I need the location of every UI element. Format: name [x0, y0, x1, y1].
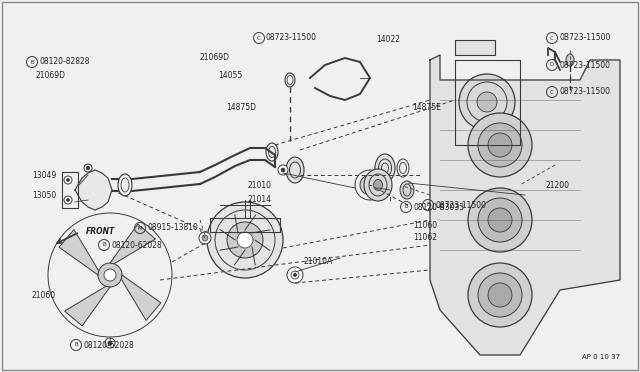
Text: B: B	[30, 60, 34, 64]
Text: 08120-B3033: 08120-B3033	[413, 202, 464, 212]
Text: 13049: 13049	[32, 170, 56, 180]
Ellipse shape	[400, 181, 414, 199]
Circle shape	[287, 267, 303, 283]
Circle shape	[64, 176, 72, 184]
Circle shape	[278, 165, 288, 175]
Text: 13050: 13050	[32, 190, 56, 199]
Text: 08723-11500: 08723-11500	[266, 33, 317, 42]
Polygon shape	[455, 40, 495, 55]
Ellipse shape	[566, 54, 574, 66]
Text: FRONT: FRONT	[86, 228, 115, 237]
Text: B: B	[102, 243, 106, 247]
Polygon shape	[59, 230, 99, 275]
Polygon shape	[110, 224, 156, 264]
Text: 21069D: 21069D	[200, 54, 230, 62]
Circle shape	[202, 235, 208, 241]
Text: 21014: 21014	[248, 196, 272, 205]
Text: D: D	[550, 62, 554, 67]
Text: 08120-62028: 08120-62028	[111, 241, 162, 250]
Text: 21010: 21010	[248, 180, 272, 189]
Circle shape	[98, 263, 122, 287]
Text: 21010A: 21010A	[303, 257, 332, 266]
Circle shape	[207, 202, 283, 278]
Ellipse shape	[364, 169, 392, 201]
Circle shape	[67, 179, 70, 182]
Text: AP 0 10 37: AP 0 10 37	[582, 354, 620, 360]
Text: 21060: 21060	[32, 291, 56, 299]
Ellipse shape	[286, 157, 304, 183]
Circle shape	[67, 199, 70, 202]
Text: 14022: 14022	[376, 35, 400, 45]
Circle shape	[281, 168, 285, 172]
Circle shape	[478, 198, 522, 242]
Text: 11062: 11062	[413, 234, 437, 243]
Polygon shape	[121, 275, 161, 320]
Circle shape	[365, 180, 375, 190]
Text: 08723-11500: 08723-11500	[559, 87, 610, 96]
Circle shape	[360, 175, 380, 195]
Text: 11060: 11060	[413, 221, 437, 230]
Text: 21200: 21200	[545, 180, 569, 189]
Circle shape	[488, 133, 512, 157]
Polygon shape	[430, 55, 620, 355]
Text: 0B723-11500: 0B723-11500	[559, 33, 611, 42]
Text: 21069D: 21069D	[35, 71, 65, 80]
Ellipse shape	[375, 154, 395, 182]
Text: B: B	[74, 343, 78, 347]
Circle shape	[104, 269, 116, 281]
Circle shape	[64, 196, 72, 204]
Circle shape	[237, 232, 253, 248]
Ellipse shape	[374, 180, 383, 190]
Circle shape	[468, 113, 532, 177]
Text: B: B	[404, 205, 408, 209]
Text: 08120-62028: 08120-62028	[83, 340, 134, 350]
Text: 14875D: 14875D	[226, 103, 256, 112]
Text: C: C	[550, 90, 554, 94]
Text: 08723-11500: 08723-11500	[559, 61, 610, 70]
Circle shape	[199, 232, 211, 244]
Circle shape	[488, 283, 512, 307]
Text: 14875E: 14875E	[412, 103, 441, 112]
Circle shape	[293, 273, 297, 277]
Circle shape	[488, 208, 512, 232]
Text: 08120-82828: 08120-82828	[39, 58, 90, 67]
Circle shape	[108, 340, 113, 346]
Circle shape	[459, 74, 515, 130]
Circle shape	[478, 123, 522, 167]
Text: 14055: 14055	[218, 71, 243, 80]
Text: C: C	[257, 35, 261, 41]
Circle shape	[468, 188, 532, 252]
Text: C: C	[550, 35, 554, 41]
Circle shape	[468, 263, 532, 327]
Text: M: M	[138, 225, 142, 231]
Circle shape	[86, 166, 90, 170]
Circle shape	[227, 222, 263, 258]
Polygon shape	[75, 170, 112, 210]
Circle shape	[477, 92, 497, 112]
Circle shape	[84, 164, 92, 172]
Text: E: E	[426, 202, 429, 208]
Circle shape	[478, 273, 522, 317]
Polygon shape	[65, 286, 110, 326]
Circle shape	[105, 338, 115, 348]
Text: 08915-13810: 08915-13810	[147, 224, 198, 232]
Text: 08723-11500: 08723-11500	[435, 201, 486, 209]
